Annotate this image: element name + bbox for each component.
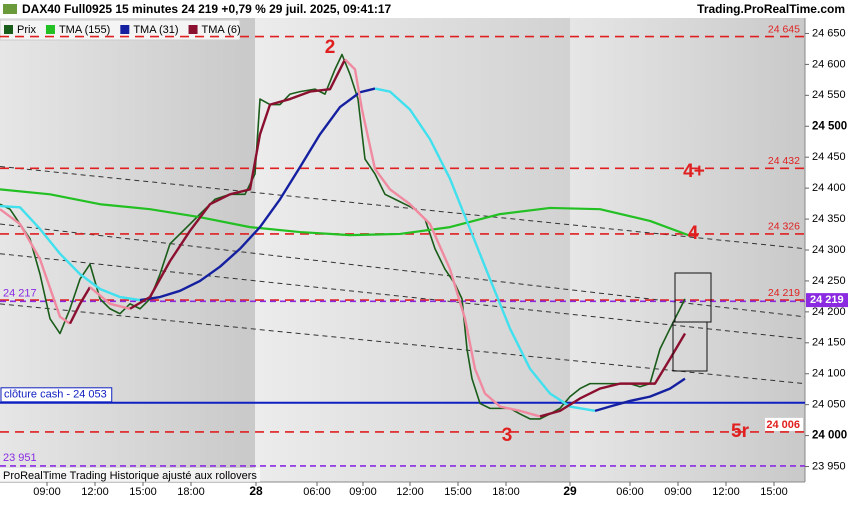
- y-tick-label: 24 050: [812, 399, 846, 411]
- line-series: [89, 286, 131, 310]
- legend-label: TMA (31): [133, 24, 178, 36]
- line-series: [374, 87, 596, 413]
- plot-area: [0, 35, 805, 467]
- level-label: 24 645: [768, 23, 800, 35]
- line-series: [344, 58, 541, 418]
- y-tick-label: 24 300: [812, 244, 846, 256]
- legend-label: TMA (6): [202, 24, 241, 36]
- x-tick-label: 15:00: [444, 486, 472, 498]
- x-tick-label: 09:00: [33, 486, 61, 498]
- x-tick-label: 12:00: [712, 486, 740, 498]
- chart-title: DAX40 Full0925 15 minutes 24 219 +0,79 %…: [22, 2, 392, 16]
- x-tick-label: 29: [563, 484, 577, 498]
- level-label: 23 951: [3, 452, 37, 464]
- line-series: [129, 58, 347, 310]
- line-series: [0, 188, 691, 237]
- level-label: 24 006: [766, 419, 800, 431]
- last-price-box: [806, 293, 848, 308]
- line-series: [0, 204, 141, 302]
- line-series: [139, 87, 376, 302]
- legend-label: Prix: [17, 24, 36, 36]
- legend-swatch: [188, 25, 198, 34]
- legend-swatch: [45, 25, 55, 34]
- x-tick-label: 28: [249, 484, 263, 498]
- level-label: clôture cash - 24 053: [4, 389, 107, 401]
- legend-swatch: [4, 25, 13, 34]
- session-bg: [0, 18, 255, 482]
- legend-label: TMA (155): [59, 24, 110, 36]
- header-bg: [0, 0, 850, 18]
- y-tick-label: 24 500: [812, 120, 847, 132]
- y-tick-label: 24 650: [812, 27, 846, 39]
- annotation: 4+: [683, 161, 705, 182]
- legend-bg: [0, 19, 241, 41]
- level-label: 24 219: [768, 287, 800, 299]
- annotation: 3: [502, 425, 513, 446]
- last-price-label: 24 219: [810, 294, 844, 306]
- x-tick-label: 06:00: [616, 486, 644, 498]
- x-tick-label: 09:00: [664, 486, 692, 498]
- y-tick-label: 24 250: [812, 275, 846, 287]
- level-label-box: [0, 387, 113, 403]
- annotation: 4: [688, 223, 699, 244]
- y-tick-label: 24 150: [812, 337, 846, 349]
- session-bg: [255, 18, 570, 482]
- y-tick-label: 24 450: [812, 151, 846, 163]
- line-series: [594, 377, 686, 413]
- y-tick-label: 24 000: [812, 430, 847, 442]
- x-tick-label: 06:00: [303, 486, 331, 498]
- x-tick-label: 15:00: [760, 486, 788, 498]
- y-tick-label: 24 200: [812, 306, 846, 318]
- app-icon: [3, 4, 17, 14]
- level-label: 24 326: [768, 221, 800, 233]
- annotation: 2: [325, 37, 336, 58]
- y-tick-label: 24 100: [812, 368, 846, 380]
- x-tick-label: 09:00: [349, 486, 377, 498]
- x-tick-label: 18:00: [492, 486, 520, 498]
- x-tick-label: 18:00: [177, 486, 205, 498]
- y-tick-label: 23 950: [812, 460, 846, 472]
- footer: ProRealTime Trading Historique ajusté au…: [3, 470, 257, 482]
- box-shape: [672, 321, 708, 372]
- legend-swatch: [120, 25, 130, 34]
- footer-bg: [0, 468, 260, 482]
- line-series: [68, 286, 92, 325]
- x-tick-label: 15:00: [129, 486, 157, 498]
- x-tick-label: 12:00: [396, 486, 424, 498]
- annotation: 5r: [731, 421, 750, 442]
- level-label-box: [765, 417, 803, 431]
- session-bg: [570, 18, 805, 482]
- level-label: 24 217: [3, 287, 37, 299]
- level-label: 24 432: [768, 155, 800, 167]
- line-series: [539, 332, 687, 418]
- y-tick-label: 24 550: [812, 89, 846, 101]
- y-tick-label: 24 400: [812, 182, 846, 194]
- line-series: [0, 53, 686, 420]
- line-series: [0, 208, 71, 325]
- x-tick-label: 12:00: [81, 486, 109, 498]
- y-tick-label: 24 350: [812, 213, 846, 225]
- source: Trading.ProRealTime.com: [697, 2, 845, 16]
- y-tick-label: 24 600: [812, 58, 846, 70]
